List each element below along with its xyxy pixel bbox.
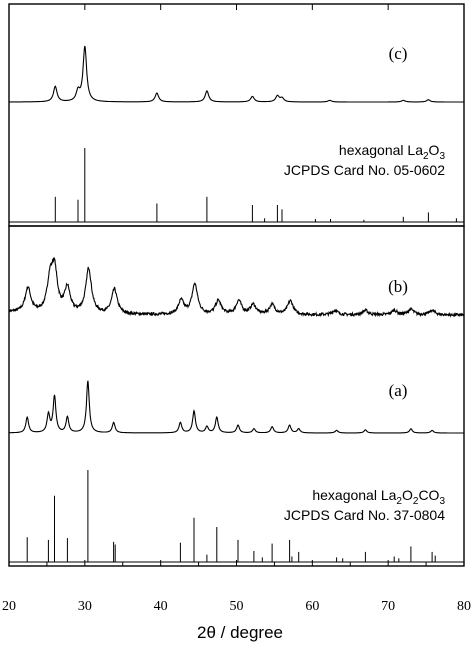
- x-tick-label: 50: [230, 599, 244, 614]
- la2o3-prefix: hexagonal La: [339, 142, 423, 158]
- diffraction-traces: [8, 45, 465, 434]
- la2o2co3-prefix: hexagonal La: [312, 487, 396, 503]
- x-tick-label: 80: [457, 599, 471, 614]
- la2o3-sub1: 2: [423, 151, 429, 162]
- reference-label-la2o2co3-line2: JCPDS Card No. 37-0804: [284, 507, 445, 523]
- la2o3-mid: O: [429, 142, 440, 158]
- la2o2co3-sub1: 2: [396, 496, 402, 507]
- trace-panel-0: [9, 45, 464, 103]
- x-tick-label: 60: [305, 599, 319, 614]
- x-tick-labels: 20 30 40 50 60 70 80: [2, 599, 471, 614]
- reference-label-la2o2co3-line1: hexagonal La2O2CO3: [312, 487, 445, 507]
- x-tick-label: 30: [78, 599, 92, 614]
- x-tick-label: 40: [154, 599, 168, 614]
- trace-panel-3: [9, 380, 464, 434]
- la2o3-sub2: 3: [439, 151, 445, 162]
- x-ticks: [8, 4, 465, 566]
- panel-label-c: (c): [389, 44, 408, 63]
- reference-label-la2o3-line2: JCPDS Card No. 05-0602: [284, 162, 445, 178]
- upper-frame: [8, 3, 465, 227]
- la2o2co3-sub2: 2: [413, 496, 419, 507]
- x-tick-label: 70: [381, 599, 395, 614]
- trace-panel-2: [8, 257, 465, 318]
- la2o2co3-mid: O: [402, 487, 413, 503]
- reference-sticks: [26, 148, 457, 562]
- reference-label-la2o3-line1: hexagonal La2O3: [339, 142, 446, 162]
- panel-label-b: (b): [388, 277, 408, 296]
- la2o2co3-sub3: 3: [439, 496, 445, 507]
- x-tick-label: 20: [2, 599, 16, 614]
- x-axis-label: 2θ / degree: [197, 623, 283, 642]
- panel-label-a: (a): [389, 381, 408, 400]
- la2o2co3-suffix: CO: [418, 487, 439, 503]
